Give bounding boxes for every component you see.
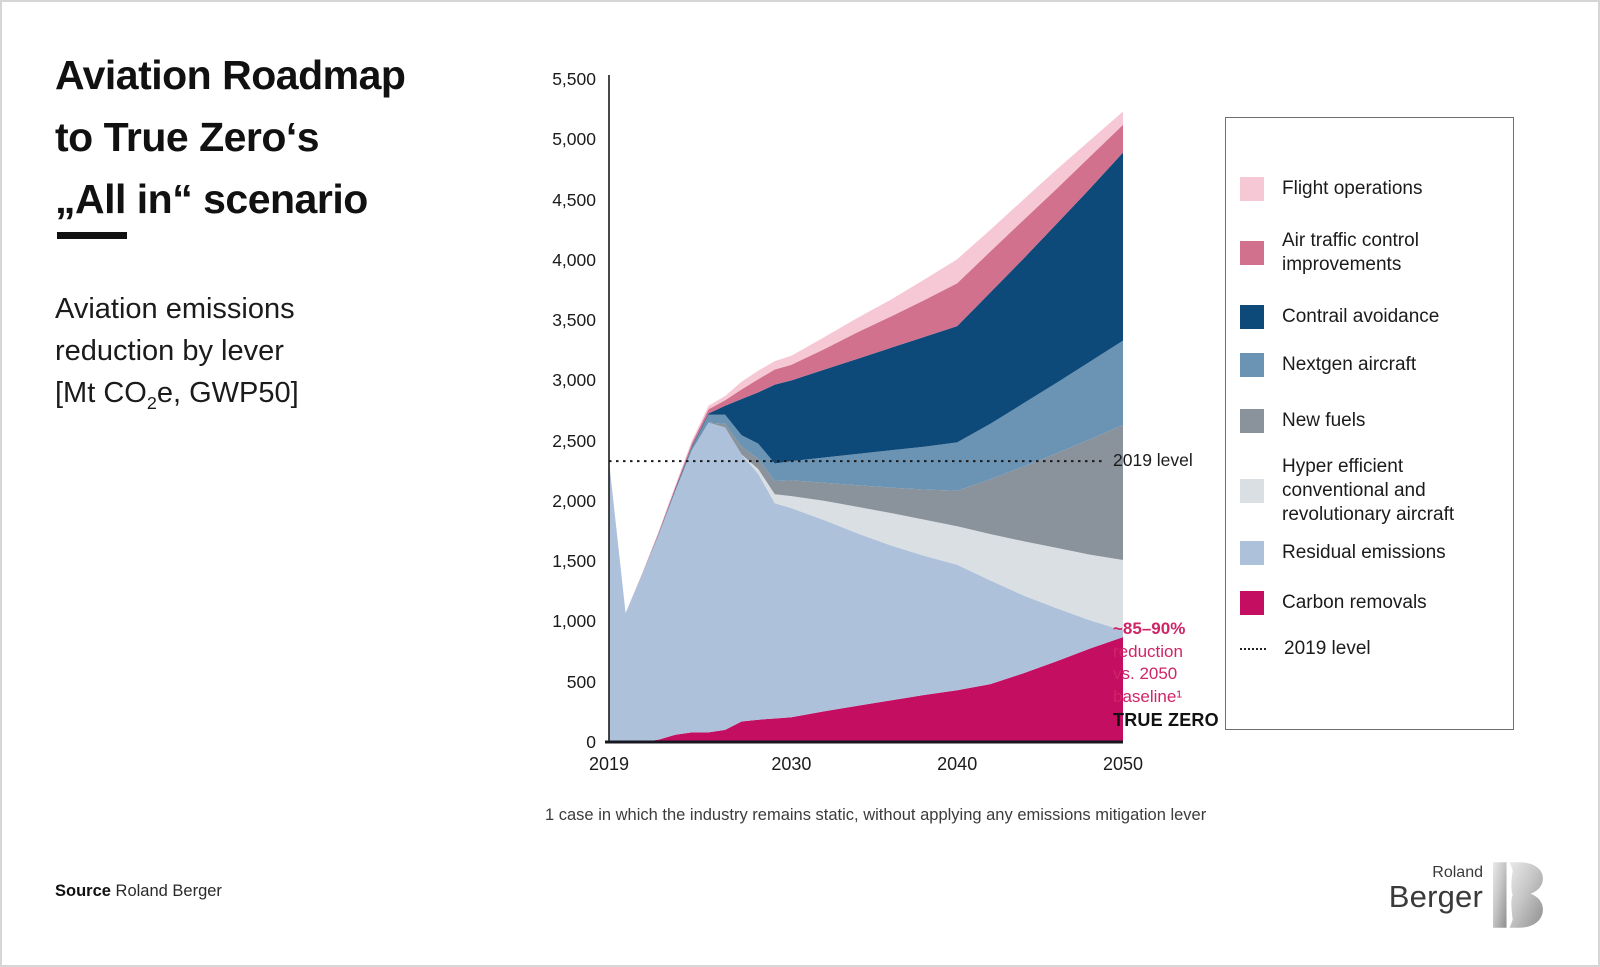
- y-axis-tick-label: 2,000: [552, 490, 596, 511]
- legend-label: 2019 level: [1284, 638, 1371, 659]
- y-axis-tick-label: 3,000: [552, 370, 596, 391]
- legend-swatch: [1240, 305, 1264, 329]
- title-line-2: to True Zero‘s: [55, 114, 320, 160]
- legend-label: Carbon removals: [1282, 592, 1427, 613]
- legend-label: Contrail avoidance: [1282, 306, 1440, 327]
- area-nextgen: [609, 340, 1123, 613]
- x-axis-tick-label: 2040: [937, 754, 978, 774]
- legend-label: Nextgen aircraft: [1282, 354, 1417, 375]
- y-axis-tick-label: 500: [566, 671, 596, 692]
- chart-areas: [609, 111, 1123, 742]
- area-contrail: [609, 152, 1123, 613]
- legend-item-flight_ops: Flight operations: [1240, 177, 1505, 201]
- y-axis-tick-label: 5,500: [552, 69, 596, 89]
- y-axis-tick-label: 4,500: [552, 189, 596, 210]
- area-flight_ops: [609, 111, 1123, 613]
- legend-swatch: [1240, 591, 1264, 615]
- legend-item-nextgen: Nextgen aircraft: [1240, 353, 1505, 377]
- legend-swatch: [1240, 409, 1264, 433]
- reduction-annotation: ~85–90% reduction vs. 2050 baseline¹: [1113, 618, 1185, 708]
- title-line-1: Aviation Roadmap: [55, 52, 406, 98]
- legend-label: Hyper efficient conventional and revolut…: [1282, 456, 1455, 525]
- legend-label: Flight operations: [1282, 178, 1423, 199]
- legend-swatch: [1240, 479, 1264, 503]
- reduction-headline: ~85–90%: [1113, 619, 1186, 638]
- legend-label: New fuels: [1282, 410, 1366, 431]
- legend-swatch: [1240, 541, 1264, 565]
- area-residual: [609, 422, 1123, 742]
- area-hyper: [609, 422, 1123, 631]
- legend-item-contrail: Contrail avoidance: [1240, 305, 1505, 329]
- legend-swatch: [1240, 177, 1264, 201]
- roland-berger-logo: Roland Berger: [1330, 862, 1545, 937]
- legend-dotted-line-icon: [1240, 648, 1266, 650]
- y-axis-tick-label: 1,500: [552, 551, 596, 572]
- x-axis-tick-label: 2030: [771, 754, 812, 774]
- source-line: Source Roland Berger: [55, 882, 222, 901]
- y-axis-tick-label: 1,000: [552, 611, 596, 632]
- level-2019-annotation: 2019 level: [1113, 450, 1193, 471]
- legend-item-hyper: Hyper efficient conventional and revolut…: [1240, 455, 1505, 527]
- area-carbon: [609, 637, 1123, 742]
- x-axis-tick-label: 2019: [588, 754, 630, 774]
- y-axis-tick-label: 4,000: [552, 249, 596, 270]
- title-line-3: „All in“ scenario: [55, 176, 368, 222]
- area-new_fuels: [609, 422, 1123, 613]
- roland-berger-logo-mark: [1493, 862, 1543, 928]
- y-axis-tick-label: 0: [586, 732, 596, 752]
- legend-item-carbon: Carbon removals: [1240, 591, 1505, 615]
- legend-box: Flight operations Air traffic control imp…: [1225, 117, 1514, 730]
- source-label: Source: [55, 882, 111, 900]
- logo-text-berger: Berger: [1388, 879, 1483, 914]
- reduction-line-2: vs. 2050: [1113, 664, 1178, 683]
- reduction-line-3: baseline¹: [1113, 686, 1182, 706]
- y-axis-tick-label: 2,500: [552, 430, 596, 451]
- title-underline: [57, 232, 127, 239]
- page-title: Aviation Roadmap to True Zero‘s „All in“…: [55, 44, 485, 230]
- legend-item-residual: Residual emissions: [1240, 541, 1505, 565]
- legend-label: Air traffic control improvements: [1282, 230, 1419, 275]
- subtitle-line-3: [Mt CO2e, GWP50]: [55, 377, 299, 413]
- footnote: 1 case in which the industry remains sta…: [545, 806, 1207, 824]
- legend-item-new_fuels: New fuels: [1240, 409, 1505, 433]
- x-axis-tick-label: 2050: [1102, 754, 1144, 774]
- legend-swatch: [1240, 353, 1264, 377]
- y-axis-tick-label: 5,000: [552, 129, 596, 150]
- page-subtitle: Aviation emissions reduction by lever [M…: [55, 288, 485, 424]
- y-axis-tick-label: 3,500: [552, 310, 596, 331]
- subtitle-line-1: Aviation emissions: [55, 293, 295, 325]
- source-text: Roland Berger: [115, 882, 222, 900]
- reduction-line-1: reduction: [1113, 641, 1183, 661]
- true-zero-label: TRUE ZERO: [1113, 710, 1219, 730]
- legend-item-level_2019: 2019 level: [1240, 637, 1505, 661]
- subtitle-line-2: reduction by lever: [55, 335, 284, 367]
- legend-label: Residual emissions: [1282, 542, 1446, 563]
- legend-item-atc: Air traffic control improvements: [1240, 229, 1505, 277]
- logo-text-roland: Roland: [1432, 864, 1483, 881]
- legend-swatch: [1240, 241, 1264, 265]
- logo-wordmark: Roland Berger: [1388, 864, 1483, 914]
